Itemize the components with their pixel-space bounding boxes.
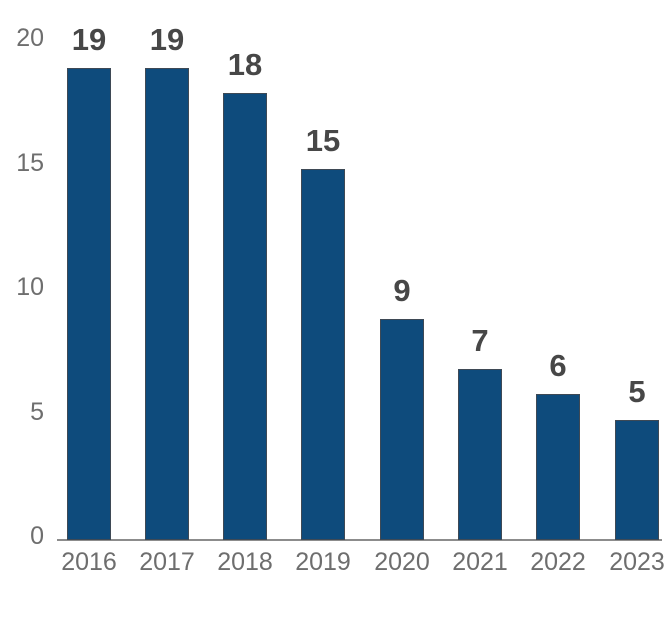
x-axis-tick-label-2020: 2020: [374, 548, 430, 576]
data-label-2021: 7: [471, 323, 489, 358]
bar-2019: [301, 169, 345, 540]
y-axis-tick-label: 0: [30, 522, 44, 550]
x-axis-tick-label-2018: 2018: [217, 548, 273, 576]
x-axis-line: [57, 539, 662, 541]
y-axis-tick-label: 15: [16, 149, 44, 177]
bar-2020: [380, 319, 424, 540]
y-axis-tick-label: 10: [16, 273, 44, 301]
x-axis-tick-label-2019: 2019: [295, 548, 351, 576]
data-label-2019: 15: [305, 123, 341, 158]
bar-2022: [536, 394, 580, 540]
bar-2017: [145, 68, 189, 540]
x-axis-tick-label-2017: 2017: [139, 548, 195, 576]
x-axis-tick-label-2021: 2021: [452, 548, 508, 576]
bar-2016: [67, 68, 111, 540]
bar-2021: [458, 369, 502, 540]
data-label-2022: 6: [549, 348, 567, 383]
data-label-2017: 19: [149, 22, 185, 57]
y-axis-tick-label: 20: [16, 24, 44, 52]
data-label-2016: 19: [71, 22, 107, 57]
x-axis-tick-label-2023: 2023: [609, 548, 665, 576]
data-label-2018: 18: [227, 47, 263, 82]
bar-2023: [615, 420, 659, 540]
bar-2018: [223, 93, 267, 540]
x-axis-tick-label-2016: 2016: [61, 548, 117, 576]
y-axis-tick-label: 5: [30, 398, 44, 426]
x-axis-tick-label-2022: 2022: [530, 548, 586, 576]
data-label-2020: 9: [393, 273, 411, 308]
data-label-2023: 5: [628, 374, 646, 409]
